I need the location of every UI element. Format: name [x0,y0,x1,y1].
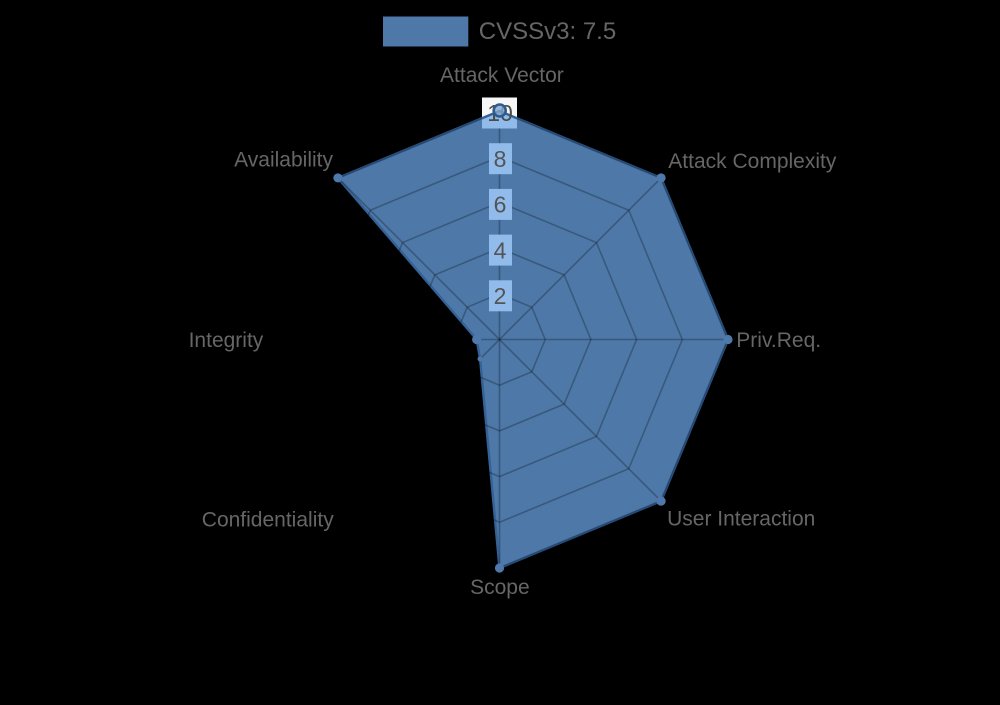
svg-text:User Interaction: User Interaction [667,507,815,530]
svg-text:CVSSv3: 7.5: CVSSv3: 7.5 [479,18,616,45]
svg-text:Scope: Scope [470,576,530,599]
svg-text:Confidentiality: Confidentiality [202,508,334,531]
svg-text:Availability: Availability [234,149,333,172]
svg-text:Attack Complexity: Attack Complexity [668,150,837,173]
svg-text:6: 6 [494,192,507,218]
svg-text:Priv.Req.: Priv.Req. [736,329,821,352]
svg-text:Integrity: Integrity [189,329,264,352]
svg-text:2: 2 [494,283,507,309]
svg-text:4: 4 [494,237,507,263]
svg-text:Attack Vector: Attack Vector [440,64,564,87]
svg-text:8: 8 [494,146,507,172]
